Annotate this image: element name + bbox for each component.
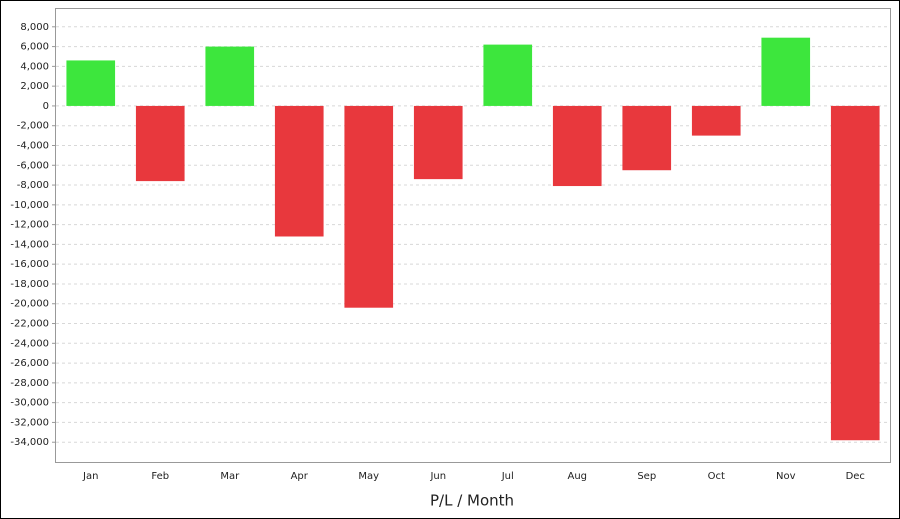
y-tick-label: -14,000 <box>10 239 49 250</box>
y-tick-label: 2,000 <box>20 81 49 92</box>
y-tick-label: -26,000 <box>10 358 49 369</box>
bar <box>274 105 324 237</box>
y-tick-label: 6,000 <box>20 42 49 53</box>
x-tick-label: Nov <box>776 471 796 482</box>
y-tick-label: -34,000 <box>10 437 49 448</box>
bar <box>830 105 880 441</box>
bar <box>413 105 463 180</box>
y-tick-label: -24,000 <box>10 338 49 349</box>
y-tick-label: -20,000 <box>10 299 49 310</box>
x-tick-label: Dec <box>846 471 865 482</box>
x-tick-label: Jan <box>82 471 98 482</box>
bar <box>622 105 672 171</box>
bar <box>691 105 741 136</box>
bar <box>761 37 811 106</box>
x-tick-label: Apr <box>291 471 309 482</box>
x-tick-label: Jun <box>429 471 446 482</box>
bar <box>205 46 255 106</box>
y-tick-label: 0 <box>43 101 49 112</box>
plot-area <box>55 8 891 463</box>
y-tick-label: -8,000 <box>17 180 49 191</box>
x-axis-title: P/L / Month <box>430 492 514 510</box>
bar <box>344 105 394 308</box>
x-tick-label: Sep <box>637 471 656 482</box>
y-tick-label: -12,000 <box>10 220 49 231</box>
bar <box>483 44 533 106</box>
x-tick-label: Mar <box>220 471 240 482</box>
x-tick-label: Oct <box>708 471 725 482</box>
y-tick-label: -22,000 <box>10 319 49 330</box>
x-tick-label: Feb <box>151 471 169 482</box>
y-tick-label: -10,000 <box>10 200 49 211</box>
x-tick-label: Jul <box>501 471 514 482</box>
y-tick-label: -30,000 <box>10 398 49 409</box>
y-tick-label: -6,000 <box>17 160 49 171</box>
bar <box>66 60 116 106</box>
y-tick-label: -2,000 <box>17 121 49 132</box>
y-tick-label: -18,000 <box>10 279 49 290</box>
y-tick-label: -28,000 <box>10 378 49 389</box>
y-tick-label: 8,000 <box>20 22 49 33</box>
y-tick-label: -32,000 <box>10 417 49 428</box>
bar <box>135 105 185 182</box>
y-tick-label: -4,000 <box>17 140 49 151</box>
x-tick-label: Aug <box>567 471 587 482</box>
y-tick-label: 4,000 <box>20 61 49 72</box>
x-tick-label: May <box>358 471 379 482</box>
bar <box>552 105 602 187</box>
y-tick-label: -16,000 <box>10 259 49 270</box>
